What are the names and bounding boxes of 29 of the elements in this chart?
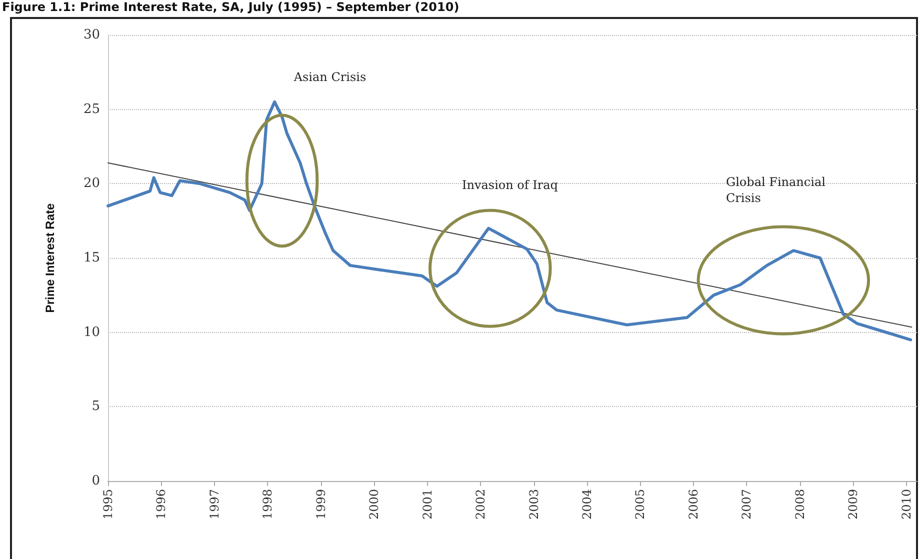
x-tick-label: 1998: [260, 489, 275, 520]
x-tick-label: 2010: [899, 489, 914, 520]
x-tick-label: 2007: [740, 489, 754, 520]
x-tick-label: 1997: [207, 489, 222, 520]
x-tick-label: 2009: [846, 489, 860, 520]
x-tick-label: 2008: [792, 489, 807, 520]
chart-title: Figure 1.1: Prime Interest Rate, SA, July (1995) – September (2010): [2, 0, 460, 14]
x-tick-label: 2004: [580, 488, 594, 520]
y-tick-label: 20: [83, 176, 100, 192]
annotation: Invasion of Iraq: [462, 178, 558, 192]
annotation: Asian Crisis: [292, 70, 366, 84]
x-tick-label: 2000: [367, 489, 382, 520]
line-series: [106, 100, 912, 342]
annotation: Global Financial Crisis: [726, 175, 826, 205]
y-tick-label: 15: [83, 250, 100, 266]
x-tick-label: 1999: [314, 489, 328, 520]
y-tick-label: 30: [83, 28, 100, 42]
y-tick-label: 10: [83, 324, 100, 340]
y-tick-label: 0: [92, 474, 100, 488]
y-axis-title: Prime Interest Rate: [43, 202, 57, 313]
x-tick-label: 1996: [154, 489, 168, 520]
x-tick-label: 2002: [474, 489, 488, 520]
x-tick-label: 2005: [633, 489, 648, 520]
y-tick-label: 5: [92, 399, 100, 414]
x-tick-label: 2006: [686, 489, 700, 520]
x-tick-label: 1995: [101, 489, 115, 520]
y-tick-label: 25: [83, 102, 100, 117]
x-tick-label: 2003: [526, 489, 541, 520]
x-tick-label: 2001: [420, 489, 434, 520]
